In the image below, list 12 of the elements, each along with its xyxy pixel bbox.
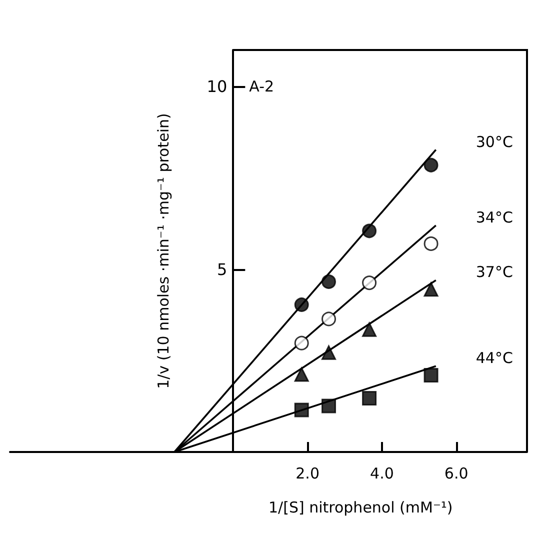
y-tick-label: 10: [206, 77, 228, 96]
y-axis-title: 1/v (10 nmoles ·min⁻¹ ·mg⁻¹ protein): [154, 113, 173, 389]
x-axis-title: 1/[S] nitrophenol (mM⁻¹): [268, 498, 453, 516]
y-tick-label: 5: [216, 260, 228, 279]
text: 34°C: [476, 208, 513, 226]
x-tick-label: 2.0: [296, 464, 320, 482]
text: 44°C: [476, 349, 513, 368]
text: 30°C: [476, 132, 513, 151]
text: 37°C: [476, 263, 513, 282]
x-tick-label: 4.0: [370, 464, 394, 482]
x-tick-label: 6.0: [444, 464, 468, 482]
annotation: A-2: [249, 78, 274, 96]
